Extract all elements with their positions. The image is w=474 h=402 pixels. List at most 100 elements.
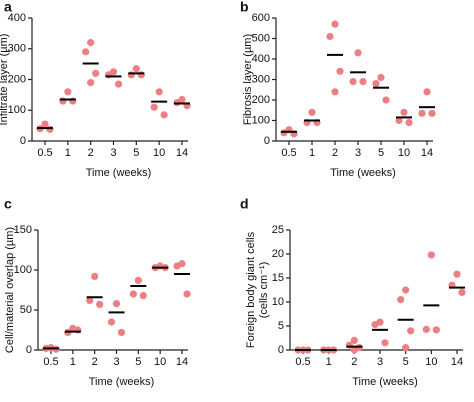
data-point	[139, 292, 147, 300]
x-tick-label: 2	[92, 356, 98, 368]
panel-label: d	[240, 196, 249, 212]
x-tick-label: 10	[154, 356, 166, 368]
x-tick-label: 2	[88, 147, 94, 159]
data-point	[432, 326, 440, 334]
y-tick-label: 25	[272, 224, 284, 236]
data-point	[155, 88, 163, 96]
y-tick-label: 400	[252, 53, 270, 65]
data-point	[114, 80, 123, 88]
y-tick-label: 600	[252, 12, 270, 24]
x-axis-label: Time (weeks)	[89, 376, 155, 388]
data-point	[112, 300, 121, 308]
data-point	[453, 270, 461, 278]
data-point	[397, 296, 405, 304]
data-point	[381, 339, 389, 347]
data-point	[64, 88, 72, 96]
y-tick-label: 300	[8, 43, 26, 55]
data-point	[132, 65, 140, 73]
x-axis-label: Time (weeks)	[352, 376, 418, 388]
data-point	[308, 108, 316, 116]
data-point	[173, 262, 181, 270]
x-tick-label: 14	[451, 356, 463, 368]
x-tick-label: 3	[377, 356, 383, 368]
y-tick-label: 100	[14, 264, 32, 276]
data-point	[150, 103, 158, 111]
data-point	[402, 286, 410, 294]
y-tick-label: 0	[264, 135, 270, 147]
data-point	[87, 78, 95, 87]
x-tick-label: 0.5	[37, 147, 52, 159]
y-tick-label: 0	[20, 135, 26, 147]
y-tick-label: 100	[8, 104, 26, 116]
x-tick-label: 5	[378, 147, 384, 159]
y-tick-label: 20	[272, 248, 284, 260]
x-tick-label: 10	[153, 147, 165, 159]
x-tick-label: 5	[133, 147, 139, 159]
data-point	[336, 67, 344, 75]
data-point	[134, 276, 142, 284]
x-tick-label: 10	[425, 356, 437, 368]
data-point	[91, 272, 99, 280]
x-tick-label: 2	[332, 147, 338, 159]
y-tick-label: 500	[252, 32, 270, 44]
x-axis-label: Time (weeks)	[330, 167, 396, 179]
x-tick-label: 1	[309, 147, 315, 159]
panel-label: a	[4, 0, 12, 15]
data-point	[46, 125, 54, 133]
data-point	[407, 327, 415, 335]
data-point	[422, 325, 430, 333]
data-point	[160, 111, 168, 119]
data-point	[349, 77, 357, 86]
y-tick-label: 400	[8, 12, 26, 24]
y-tick-label: 100	[252, 114, 270, 126]
data-point	[107, 318, 116, 326]
data-point	[359, 77, 367, 86]
data-point	[96, 300, 104, 308]
data-point	[418, 109, 426, 117]
data-point	[129, 290, 137, 298]
data-point	[427, 251, 435, 259]
x-tick-label: 1	[70, 356, 76, 368]
x-tick-label: 14	[176, 356, 188, 368]
data-point	[326, 32, 334, 41]
x-tick-label: 1	[65, 147, 71, 159]
data-point	[371, 320, 379, 329]
y-tick-label: 5	[278, 320, 284, 332]
data-point	[402, 344, 410, 352]
data-point	[86, 296, 94, 304]
x-tick-label: 14	[421, 147, 433, 159]
data-point	[350, 336, 358, 344]
x-tick-label: 3	[110, 147, 116, 159]
data-point	[428, 109, 436, 117]
x-tick-label: 0.5	[295, 356, 310, 368]
x-tick-label: 1	[326, 356, 332, 368]
x-tick-label: 5	[403, 356, 409, 368]
x-tick-label: 14	[176, 147, 188, 159]
y-tick-label: 10	[272, 296, 284, 308]
y-tick-label: 0	[278, 344, 284, 356]
data-point	[183, 290, 191, 298]
x-tick-label: 3	[355, 147, 361, 159]
data-point	[41, 120, 49, 128]
data-point	[82, 48, 90, 56]
y-tick-label: 300	[252, 73, 270, 85]
y-tick-label: 15	[272, 272, 284, 284]
data-point	[87, 39, 95, 47]
y-tick-label: 50	[20, 304, 32, 316]
data-point	[395, 116, 403, 125]
data-point	[280, 129, 288, 137]
data-point	[458, 288, 466, 296]
y-axis-label: Fibrosis layer (µm)	[242, 34, 254, 125]
x-tick-label: 5	[135, 356, 141, 368]
x-tick-label: 0.5	[43, 356, 58, 368]
data-point	[92, 69, 100, 77]
x-axis-label: Time (weeks)	[86, 167, 152, 179]
data-point	[331, 20, 339, 28]
x-tick-label: 10	[398, 147, 410, 159]
data-point	[117, 328, 126, 336]
y-tick-label: 0	[26, 344, 32, 356]
data-point	[350, 346, 358, 354]
data-point	[382, 96, 390, 104]
data-point	[331, 88, 339, 96]
